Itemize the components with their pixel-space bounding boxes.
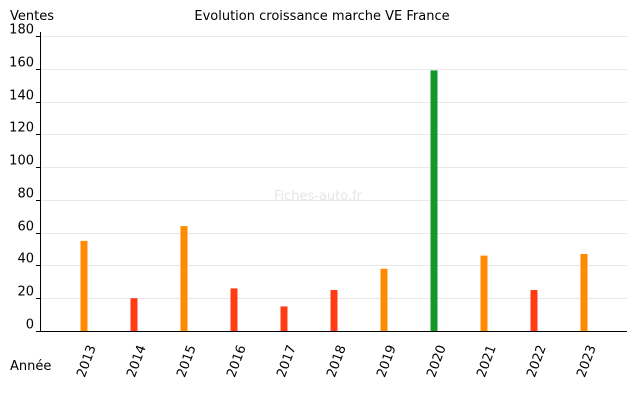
y-tick-label: 100 [9, 154, 34, 169]
bar-2016 [230, 288, 238, 331]
grid-lines [40, 36, 627, 299]
bar-2022 [530, 290, 538, 331]
x-tick-label: 2016 [224, 343, 249, 379]
x-tick-label: 2022 [524, 343, 549, 379]
y-tick-label: 120 [9, 121, 34, 136]
bar-2014 [130, 298, 138, 331]
x-axis-label: Année [10, 359, 51, 374]
y-tick-label: 180 [9, 23, 34, 38]
bar-2015 [180, 226, 188, 331]
x-tick-label: 2021 [474, 343, 499, 379]
x-tick-label: 2023 [574, 343, 599, 379]
x-tick-label: 2017 [274, 343, 299, 379]
y-tick-label: 60 [17, 220, 34, 235]
x-tick-label: 2013 [74, 343, 99, 379]
x-tick-label: 2014 [124, 343, 149, 379]
y-tick-label: 0 [26, 318, 34, 333]
x-tick-label: 2015 [174, 343, 199, 379]
y-tick-label: 40 [17, 252, 34, 267]
bar-2017 [280, 306, 288, 331]
y-axis-label: Ventes [10, 9, 54, 24]
x-axis-ticks: 2013 2014 2015 2016 2017 2018 2019 2020 2021 2022… [74, 343, 599, 379]
y-tick-label: 160 [9, 56, 34, 71]
bar-2018 [330, 290, 338, 331]
x-tick-label: 2018 [324, 343, 349, 379]
bar-2013 [80, 240, 88, 331]
y-axis-ticks: 0 20 40 60 80 100 120 140 160 180 [9, 23, 40, 333]
bar-2019 [380, 268, 388, 331]
y-tick-label: 20 [17, 285, 34, 300]
bars [80, 70, 588, 332]
x-tick-label: 2019 [374, 343, 399, 379]
y-tick-label: 80 [17, 187, 34, 202]
x-tick-label: 2020 [424, 343, 449, 379]
bar-2023 [580, 253, 588, 331]
watermark: Fiches-auto.fr [274, 189, 363, 204]
y-tick-label: 140 [9, 89, 34, 104]
chart-title: Evolution croissance marche VE France [194, 9, 449, 24]
bar-2021 [480, 255, 488, 331]
bar-2020 [430, 70, 438, 332]
